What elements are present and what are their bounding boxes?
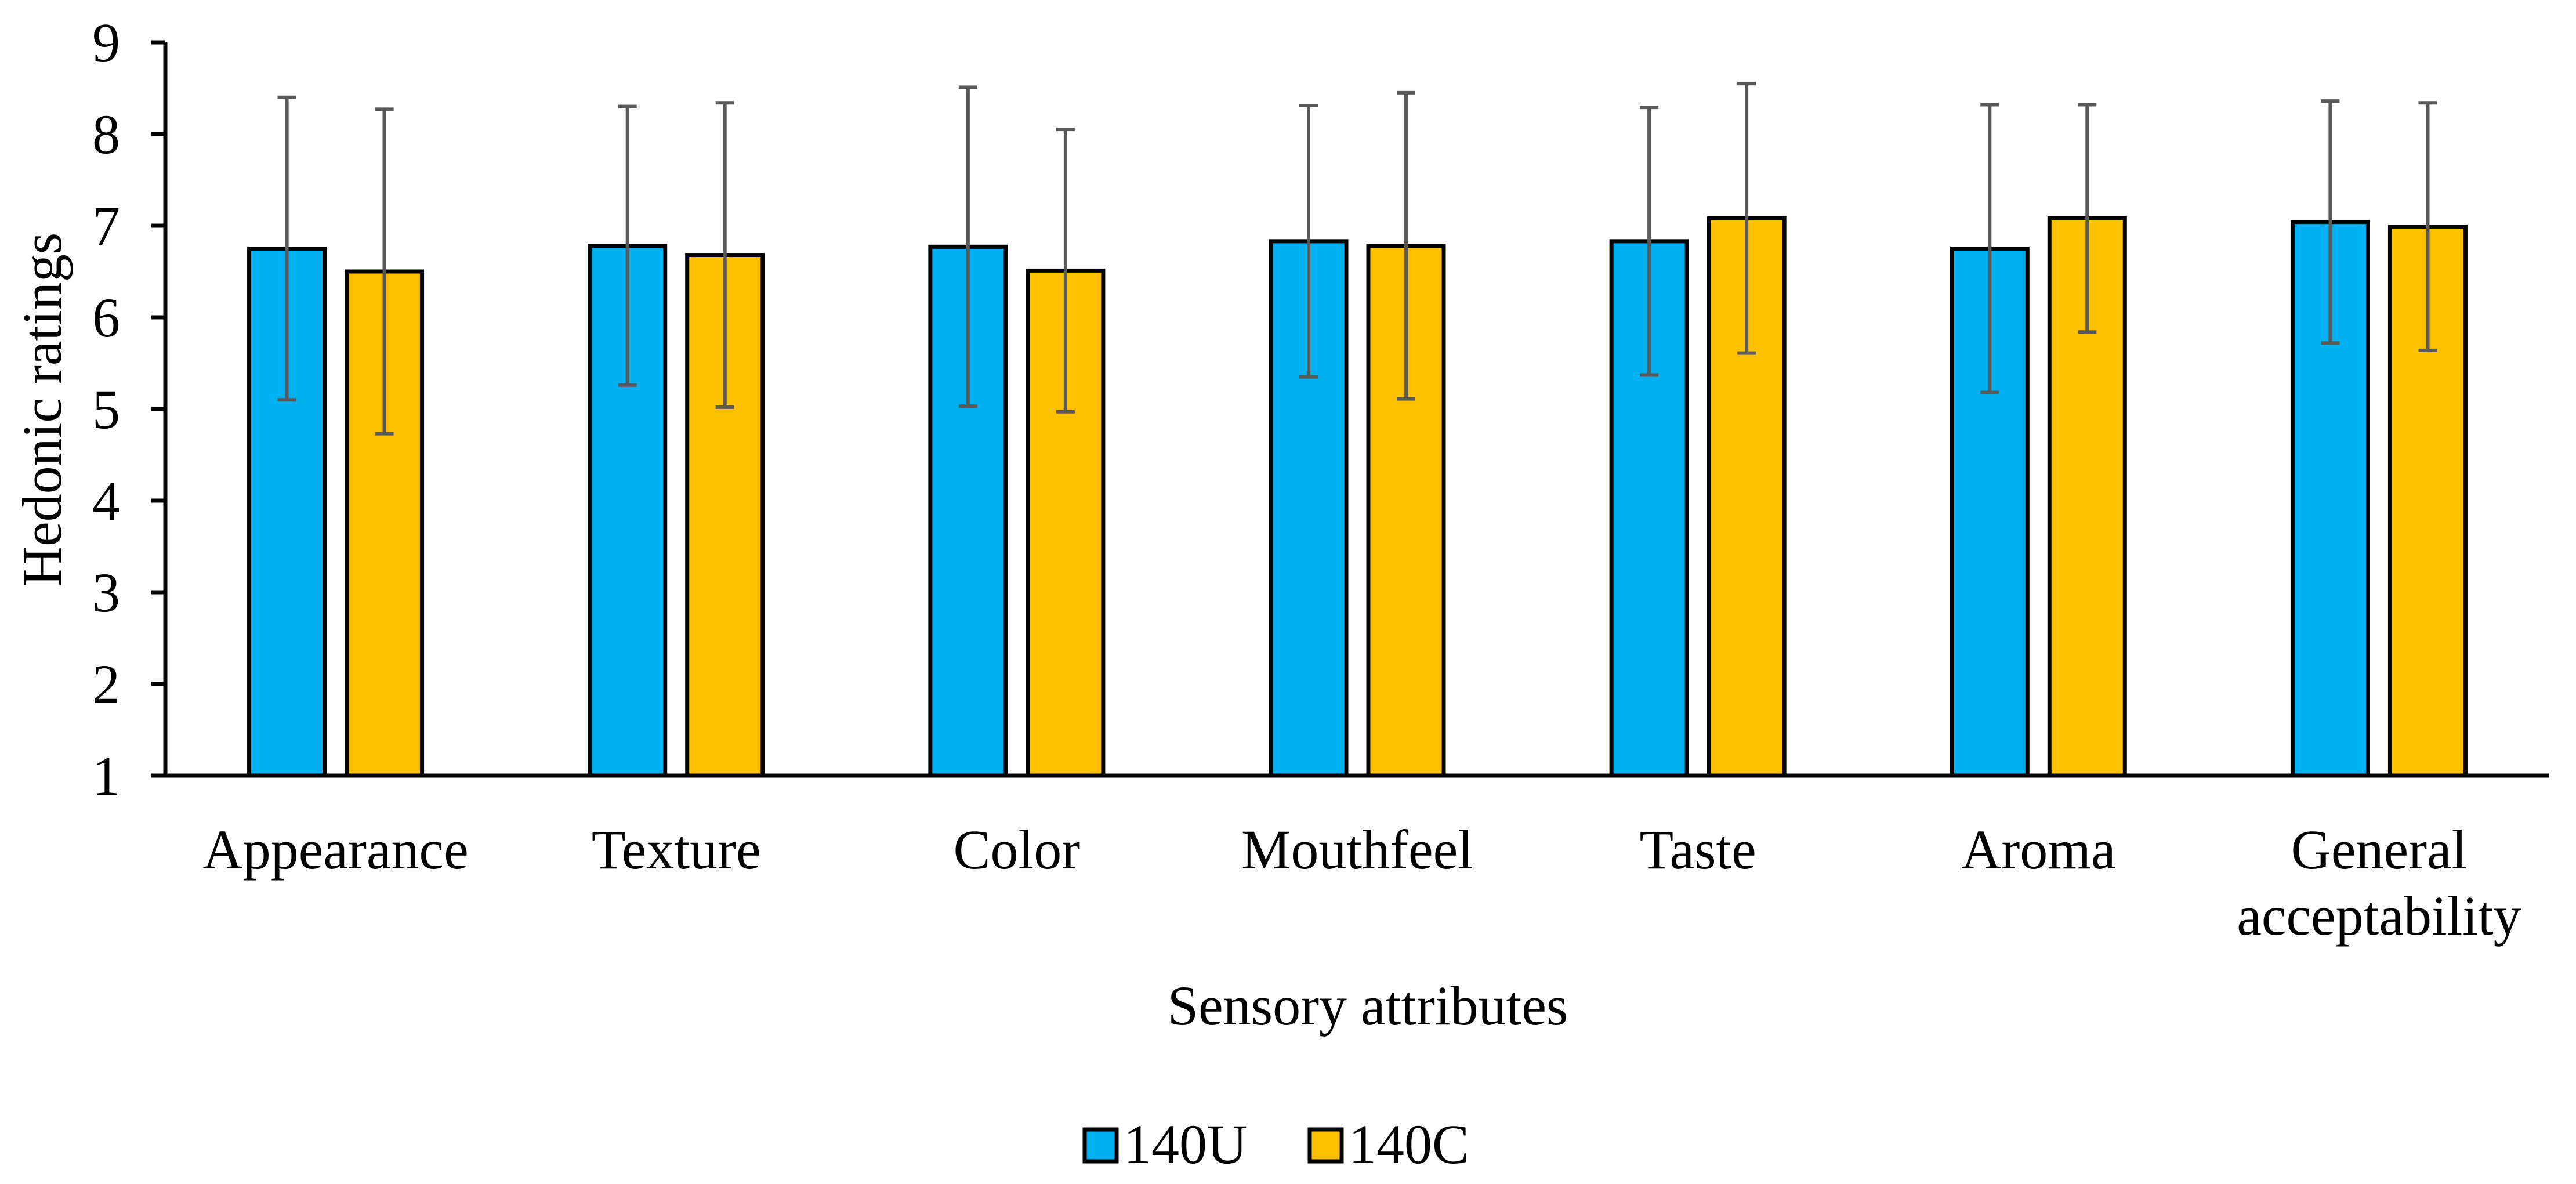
- x-axis-title: Sensory attributes: [1168, 975, 1568, 1037]
- error-bar-140u-appearance: [277, 95, 296, 402]
- y-tick-label-4: 4: [92, 470, 120, 532]
- error-bar-140c-color: [1056, 128, 1075, 414]
- error-bar-140c-aroma: [2078, 103, 2097, 334]
- error-bar-140c-general-acceptability: [2418, 101, 2437, 352]
- x-tick-label-line: Mouthfeel: [1241, 819, 1473, 881]
- labels-layer: Appearance Texture Color Mouthfeel Taste Arom…: [92, 12, 2521, 947]
- x-tick-label-line: acceptability: [2237, 885, 2521, 947]
- x-tick-label-texture: Texture: [592, 819, 761, 881]
- error-bar-140c-taste: [1737, 82, 1756, 355]
- y-tick-label-5: 5: [92, 378, 120, 440]
- legend-label-140u: 140U: [1124, 1113, 1247, 1175]
- x-tick-label-taste: Taste: [1640, 819, 1756, 881]
- x-tick-label-line: Texture: [592, 819, 761, 881]
- x-tick-label-line: Taste: [1640, 819, 1756, 881]
- error-bar-140c-mouthfeel: [1397, 90, 1415, 401]
- error-bar-140u-mouthfeel: [1299, 104, 1318, 379]
- legend: 140U 140C: [1082, 1113, 1469, 1175]
- y-tick-label-6: 6: [92, 287, 120, 349]
- bar-140c-texture: [685, 253, 765, 778]
- legend-swatch-140c: [1307, 1127, 1344, 1164]
- legend-label-140c: 140C: [1349, 1113, 1469, 1175]
- error-bar-140u-texture: [618, 104, 637, 387]
- y-tick-label-9: 9: [92, 12, 120, 74]
- x-tick-label-line: Appearance: [202, 819, 468, 881]
- y-tick-label-7: 7: [92, 195, 120, 257]
- x-tick-label-line: Color: [954, 819, 1081, 881]
- x-tick-label-line: Aroma: [1961, 819, 2116, 881]
- error-bar-140c-texture: [715, 101, 734, 409]
- error-bar-140c-appearance: [375, 107, 394, 436]
- bars-layer: [247, 216, 2468, 778]
- y-tick-label-2: 2: [92, 653, 120, 715]
- error-bar-140u-aroma: [1980, 103, 1999, 394]
- x-tick-label-general-acceptability: General acceptability: [2237, 819, 2521, 947]
- y-axis-title: Hedonic ratings: [11, 233, 73, 587]
- y-tick-label-1: 1: [92, 745, 120, 807]
- x-tick-label-aroma: Aroma: [1961, 819, 2116, 881]
- error-bar-140u-color: [958, 85, 977, 408]
- legend-swatch-140u: [1082, 1127, 1119, 1164]
- error-bars-layer: [277, 82, 2437, 436]
- x-tick-label-mouthfeel: Mouthfeel: [1241, 819, 1473, 881]
- axes-layer: [151, 40, 2549, 778]
- x-tick-label-appearance: Appearance: [202, 819, 468, 881]
- x-tick-label-color: Color: [954, 819, 1081, 881]
- y-tick-label-8: 8: [92, 103, 120, 165]
- x-tick-label-line: General: [2291, 819, 2468, 881]
- y-tick-label-3: 3: [92, 562, 120, 624]
- error-bar-140u-general-acceptability: [2321, 99, 2340, 345]
- error-bar-140u-taste: [1640, 106, 1659, 377]
